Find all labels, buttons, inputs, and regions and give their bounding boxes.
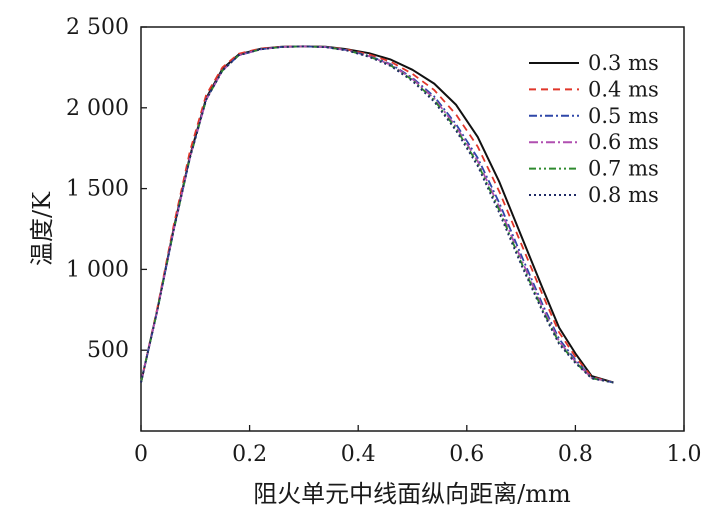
legend-label: 0.7 ms <box>588 157 659 181</box>
x-tick-label: 0.8 <box>558 442 593 467</box>
x-axis-ticks: 0 0.2 0.4 0.6 0.8 1.0 <box>134 425 702 467</box>
y-tick-label: 2 500 <box>66 15 129 40</box>
x-axis-title: 阻火单元中线面纵向距离/mm <box>253 480 571 508</box>
series-line-0-3-ms <box>140 45 614 384</box>
x-tick-label: 0.2 <box>232 442 267 467</box>
x-tick-label: 0.6 <box>449 442 484 467</box>
y-axis-ticks: 500 1 000 1 500 2 000 2 500 <box>66 15 147 363</box>
plot-frame <box>140 26 685 432</box>
y-tick-label: 2 000 <box>66 96 129 121</box>
series-line-0-4-ms <box>140 45 614 384</box>
series-layer <box>140 45 614 384</box>
x-tick-label: 1.0 <box>667 442 702 467</box>
legend-label: 0.5 ms <box>588 104 659 128</box>
series-line-0-5-ms <box>140 45 614 384</box>
legend-label: 0.4 ms <box>588 77 659 101</box>
x-tick-label: 0.4 <box>341 442 376 467</box>
legend-label: 0.6 ms <box>588 130 659 154</box>
legend-label: 0.3 ms <box>588 51 659 75</box>
x-tick-label: 0 <box>134 442 148 467</box>
series-line-0-6-ms <box>140 45 614 384</box>
series-line-0-7-ms <box>140 45 614 384</box>
legend-label: 0.8 ms <box>588 183 659 207</box>
y-tick-label: 1 500 <box>66 177 129 202</box>
y-tick-label: 500 <box>87 338 129 363</box>
legend: 0.3 ms0.4 ms 0.5 ms0.6 ms 0.7 ms0.8 ms <box>529 51 659 207</box>
y-axis-title: 温度/K <box>28 191 56 266</box>
y-tick-label: 1 000 <box>66 257 129 282</box>
series-line-0-8-ms <box>140 45 614 384</box>
